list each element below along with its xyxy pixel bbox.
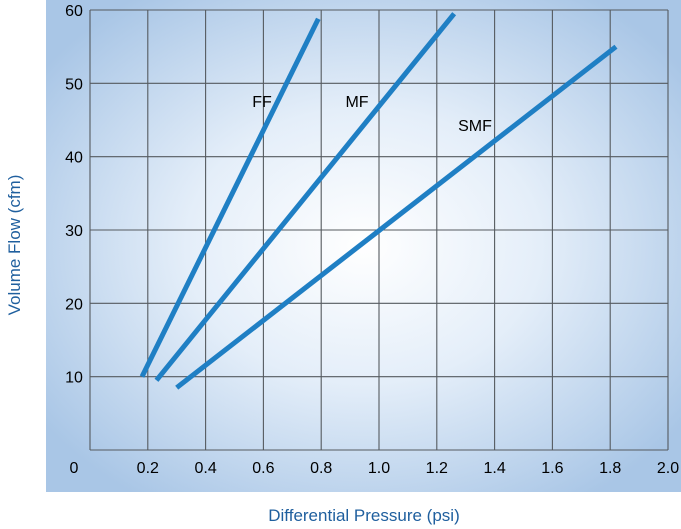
x-tick-label: 0 <box>70 460 79 477</box>
x-tick-label: 1.4 <box>483 460 505 477</box>
series-line-smf <box>175 44 618 390</box>
series-labels: FF MF SMF <box>252 94 492 135</box>
x-tick-label: 0.6 <box>252 460 274 477</box>
series-label-smf: SMF <box>458 118 492 135</box>
x-tick-label: 0.4 <box>194 460 216 477</box>
series-lines <box>139 12 618 390</box>
x-tick-label: 2.0 <box>657 460 679 477</box>
tick-labels: 0 0.2 0.4 0.6 0.8 1.0 1.2 1.4 1.6 1.8 2.0 10 20 30 40 5… <box>65 3 679 477</box>
series-line-mf <box>154 12 457 382</box>
x-tick-label: 0.8 <box>310 460 332 477</box>
series-label-mf: MF <box>345 94 368 111</box>
x-tick-label: 1.8 <box>599 460 621 477</box>
y-tick-label: 10 <box>65 370 83 387</box>
y-tick-label: 60 <box>65 3 83 20</box>
x-tick-label: 1.6 <box>541 460 563 477</box>
series-line-ff <box>139 17 321 378</box>
y-tick-label: 40 <box>65 150 83 167</box>
x-axis-title: Differential Pressure (psi) <box>268 506 459 525</box>
y-tick-label: 20 <box>65 296 83 313</box>
x-tick-label: 0.2 <box>137 460 159 477</box>
plot-background <box>46 0 681 492</box>
x-tick-label: 1.2 <box>426 460 448 477</box>
y-axis-title: Volume Flow (cfm) <box>5 175 24 316</box>
x-tick-label: 1.0 <box>368 460 390 477</box>
y-tick-label: 30 <box>65 223 83 240</box>
series-label-ff: FF <box>252 94 272 111</box>
grid <box>89 9 669 451</box>
y-tick-label: 50 <box>65 76 83 93</box>
